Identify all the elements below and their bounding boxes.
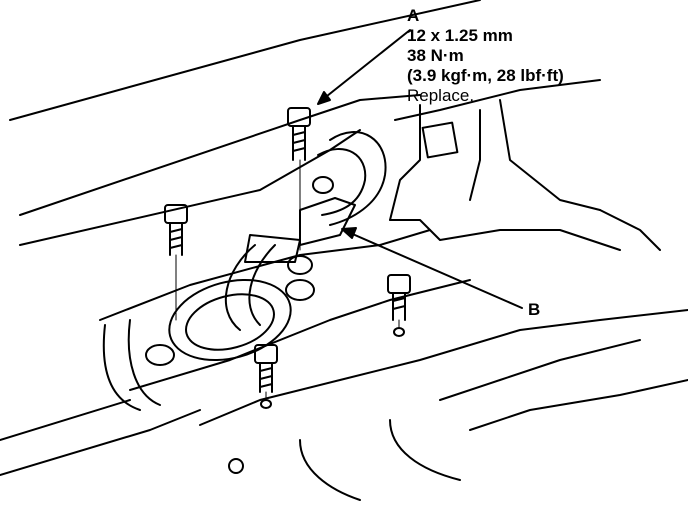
mount-bracket	[224, 131, 387, 331]
callout-a-note: Replace.	[407, 86, 475, 105]
callout-a-torque-nm: 38 N·m	[407, 46, 464, 65]
lower-subframe	[0, 229, 688, 501]
bolt-left	[164, 204, 188, 256]
bolt-a	[287, 107, 311, 161]
callout-a: A 12 x 1.25 mm 38 N·m (3.9 kgf·m, 28 lbf…	[407, 6, 564, 106]
leader-a	[317, 29, 411, 105]
guide-lines	[175, 159, 400, 401]
callout-b-letter: B	[528, 300, 541, 319]
callout-a-letter: A	[407, 6, 420, 25]
bolt-right	[387, 274, 411, 337]
callout-a-torque-alt: (3.9 kgf·m, 28 lbf·ft)	[407, 66, 564, 85]
leader-b	[341, 227, 523, 309]
callout-b: B	[528, 300, 540, 320]
callout-a-size: 12 x 1.25 mm	[407, 26, 513, 45]
upper-housing	[9, 0, 661, 251]
bushing-seat	[145, 255, 315, 366]
